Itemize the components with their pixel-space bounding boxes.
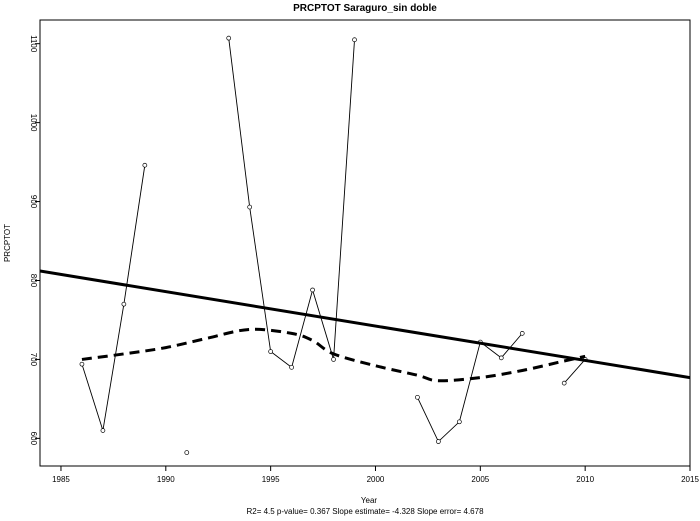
observed-point <box>352 37 357 43</box>
x-axis-label: Year <box>361 496 378 505</box>
stats-footnote: R2= 4.5 p-value= 0.367 Slope estimate= -… <box>246 507 484 516</box>
x-tick-label: 1995 <box>262 475 280 484</box>
observed-point <box>561 380 567 386</box>
plot-frame <box>39 19 691 467</box>
y-tick-label: 1100 <box>29 35 38 53</box>
x-tick-label: 2000 <box>367 475 385 484</box>
observed-point <box>519 331 525 336</box>
x-tick-label: 2015 <box>681 475 699 484</box>
observed-point <box>310 287 315 293</box>
trend-line <box>40 269 690 380</box>
observed-point <box>247 204 253 210</box>
observed-point <box>331 357 336 362</box>
observed-point <box>79 361 85 367</box>
y-axis: 600 700 800 900 1000 1100 <box>29 35 40 446</box>
observed-point <box>268 349 273 354</box>
observed-point <box>142 162 148 168</box>
observed-point <box>121 301 127 307</box>
observed-line-segment <box>417 333 523 443</box>
observed-point <box>415 394 420 400</box>
x-axis: 1985 1990 1995 2000 2005 2010 2015 <box>52 466 699 484</box>
chart-title: PRCPTOT Saraguro_sin doble <box>293 3 437 14</box>
observed-point <box>289 364 294 370</box>
observed-point <box>457 419 462 425</box>
observed-line-segment <box>81 165 146 431</box>
observed-point <box>100 428 106 433</box>
observed-point <box>436 439 441 444</box>
x-tick-label: 1985 <box>52 475 70 484</box>
observed-point <box>226 35 232 41</box>
smoothed-dashed-line <box>81 327 586 383</box>
y-tick-label: 700 <box>29 353 38 367</box>
y-tick-label: 900 <box>29 195 38 209</box>
plot-area <box>40 35 690 455</box>
x-tick-label: 2010 <box>576 475 594 484</box>
y-tick-label: 800 <box>29 274 38 288</box>
y-tick-label: 600 <box>29 432 38 446</box>
x-tick-label: 1990 <box>157 475 175 484</box>
x-tick-label: 2005 <box>471 475 489 484</box>
observed-point <box>498 355 504 361</box>
observed-point <box>184 450 190 455</box>
y-axis-label: PRCPTOT <box>3 224 12 262</box>
y-tick-label: 1000 <box>29 114 38 132</box>
observed-line-segment <box>563 359 586 384</box>
observed-line-segment <box>228 38 355 369</box>
